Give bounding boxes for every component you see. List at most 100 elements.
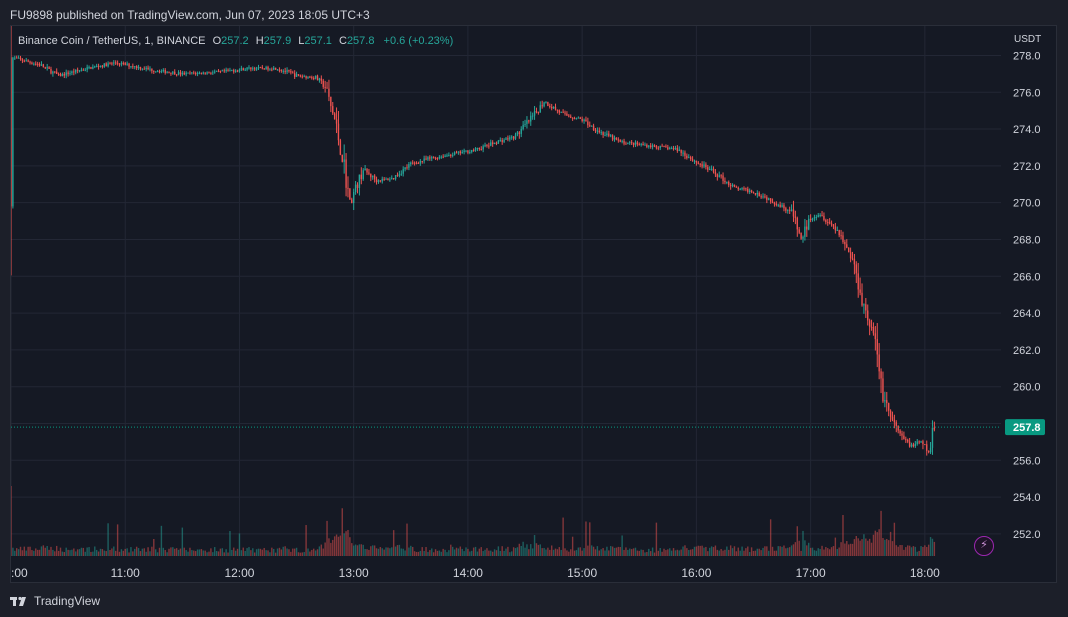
candle-body xyxy=(669,148,671,150)
candle xyxy=(410,161,412,167)
candle xyxy=(511,135,513,140)
volume-bar xyxy=(895,545,897,556)
candle-body xyxy=(933,427,936,430)
candle xyxy=(408,162,410,171)
volume-bar xyxy=(364,548,366,556)
volume-bar xyxy=(229,531,231,556)
candle xyxy=(522,120,524,131)
candle-body xyxy=(29,61,31,63)
candle-body xyxy=(672,148,675,150)
volume-bar xyxy=(659,548,661,556)
candle xyxy=(330,96,332,113)
candle xyxy=(69,70,71,76)
candle xyxy=(550,103,553,111)
candle xyxy=(231,69,233,72)
candle xyxy=(35,61,37,66)
candle xyxy=(413,161,416,166)
volume-bar xyxy=(581,550,583,556)
volume-bar xyxy=(520,546,522,556)
candle-body xyxy=(276,69,279,71)
volume-bar xyxy=(908,545,911,556)
candle-body xyxy=(750,190,753,193)
price-chart[interactable]: USDT278.0276.0274.0272.0270.0268.0266.02… xyxy=(11,26,1057,583)
candle xyxy=(320,75,323,84)
chart-pane[interactable]: Binance Coin / TetherUS, 1, BINANCE O257… xyxy=(10,25,1057,583)
candle xyxy=(901,430,903,441)
candle xyxy=(36,61,39,67)
volume-bar xyxy=(884,539,886,556)
volume-bar xyxy=(263,547,265,556)
candle-body xyxy=(467,150,469,153)
candle xyxy=(76,67,79,74)
candle-body xyxy=(303,76,305,78)
volume-bar xyxy=(193,550,195,556)
candle xyxy=(436,157,439,161)
candle-body xyxy=(689,157,692,160)
volume-bar xyxy=(253,552,256,556)
volume-bar xyxy=(560,549,562,556)
symbol-label[interactable]: Binance Coin / TetherUS, 1, BINANCE xyxy=(18,35,206,47)
candle-body xyxy=(322,80,324,87)
candle xyxy=(257,64,260,70)
volume-bar xyxy=(194,551,197,556)
candle-body xyxy=(124,63,126,65)
lightning-bolt-icon[interactable]: ⚡ xyxy=(974,536,994,556)
candle-body xyxy=(476,148,479,150)
candle xyxy=(219,70,222,74)
volume-bar xyxy=(71,549,73,556)
candle xyxy=(333,112,336,120)
candle xyxy=(840,229,842,240)
candle xyxy=(332,101,334,116)
candle-body xyxy=(596,130,599,132)
volume-bar xyxy=(720,548,722,556)
candle xyxy=(878,343,880,380)
volume-bar xyxy=(693,546,696,556)
candle-body xyxy=(198,72,201,74)
candle-body xyxy=(868,320,871,327)
candle xyxy=(731,183,734,188)
candle-body xyxy=(21,59,24,61)
candle-body xyxy=(164,69,166,74)
candle-body xyxy=(903,435,905,440)
candle-body xyxy=(95,65,98,67)
candle xyxy=(562,109,564,114)
candle-body xyxy=(455,152,458,154)
candle xyxy=(175,73,178,77)
volume-bar xyxy=(467,548,469,556)
candle xyxy=(42,63,45,68)
volume-bar xyxy=(12,547,14,556)
volume-bar xyxy=(181,527,184,556)
candle-body xyxy=(434,157,437,159)
candle xyxy=(535,107,538,114)
high-value: 257.9 xyxy=(263,35,292,47)
volume-bar xyxy=(301,552,303,556)
volume-bar xyxy=(758,548,760,556)
candle xyxy=(368,168,370,176)
volume-bar xyxy=(84,551,86,556)
volume-bar xyxy=(882,538,884,556)
volume-bar xyxy=(415,551,418,556)
candle xyxy=(539,101,541,113)
volume-bar xyxy=(644,552,646,556)
candle-body xyxy=(219,70,222,72)
volume-bar xyxy=(718,550,720,556)
candle xyxy=(295,71,298,78)
candle-body xyxy=(748,190,751,192)
candle-body xyxy=(867,310,869,321)
candle xyxy=(602,131,604,138)
volume-bar xyxy=(337,536,340,556)
candle-body xyxy=(366,168,368,173)
candle-body xyxy=(448,155,450,157)
candle xyxy=(389,177,391,182)
volume-bar xyxy=(893,522,896,556)
candle xyxy=(661,143,663,147)
candle-body xyxy=(248,67,250,69)
volume-bar xyxy=(838,547,840,556)
candle-body xyxy=(766,197,768,200)
candle-body xyxy=(120,62,123,65)
candle xyxy=(398,170,401,178)
volume-bar xyxy=(918,550,920,556)
candle xyxy=(356,182,359,194)
candle xyxy=(863,303,865,314)
volume-bar xyxy=(907,545,909,556)
